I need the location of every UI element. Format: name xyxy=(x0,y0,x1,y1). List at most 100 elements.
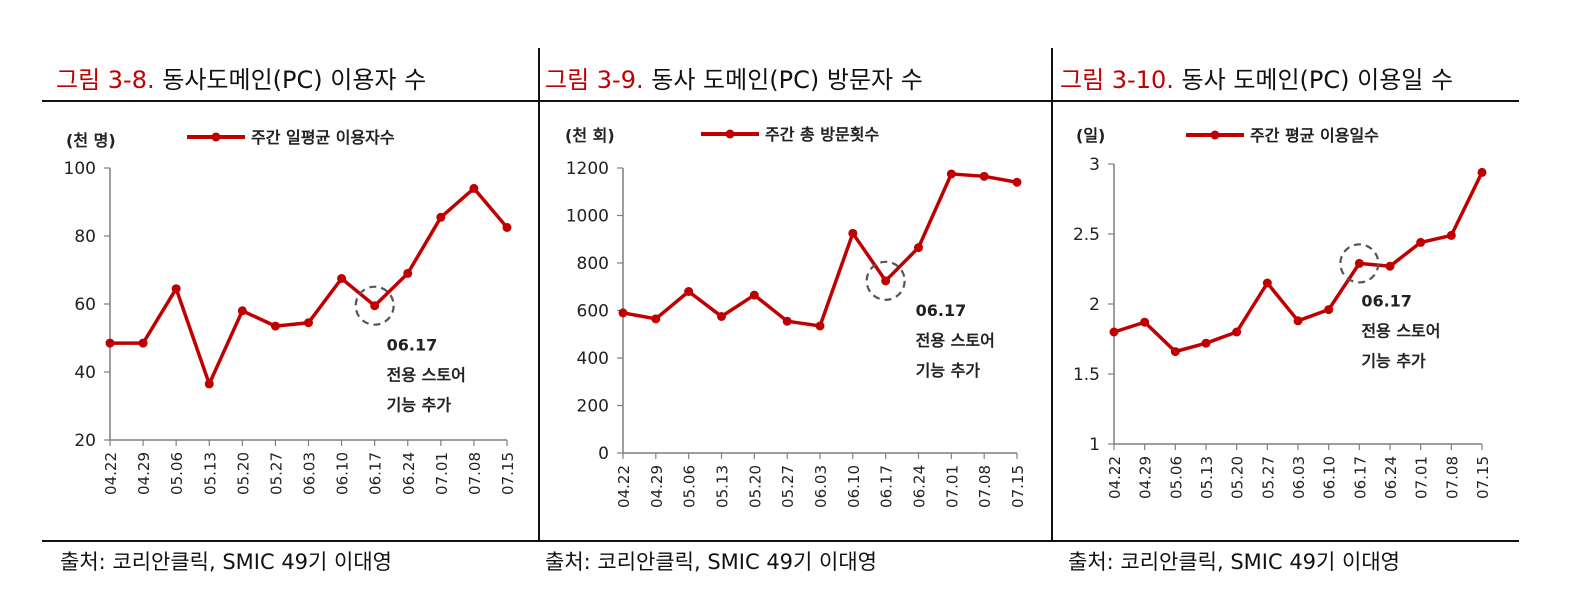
x-tick-label: 07.15 xyxy=(1009,465,1027,508)
data-point xyxy=(1232,327,1242,337)
data-point xyxy=(848,228,858,238)
data-point xyxy=(749,290,759,300)
y-tick-label: 400 xyxy=(577,349,609,369)
data-point xyxy=(1385,261,1395,271)
data-point xyxy=(370,301,380,311)
x-tick-label: 05.06 xyxy=(681,465,699,508)
annotation-text: 기능 추가 xyxy=(387,396,452,415)
x-tick-label: 04.29 xyxy=(135,452,153,495)
data-point xyxy=(1262,278,1272,288)
source-note-2: 출처: 코리안클릭, SMIC 49기 이대영 xyxy=(545,550,877,574)
x-tick-label: 06.03 xyxy=(812,465,830,508)
legend-label: 주간 총 방문횟수 xyxy=(765,125,879,144)
x-tick-label: 06.17 xyxy=(1351,456,1369,499)
x-tick-label: 06.24 xyxy=(1382,456,1400,499)
data-point xyxy=(403,268,413,278)
x-tick-label: 04.29 xyxy=(1137,456,1155,499)
figure-caption: 동사 도메인(PC) 이용일 수 xyxy=(1181,66,1454,94)
figure-title: 그림 3-9. 동사 도메인(PC) 방문자 수 xyxy=(545,60,923,95)
panel-divider-2 xyxy=(1051,48,1053,540)
data-point xyxy=(946,169,956,179)
data-point xyxy=(1446,230,1456,240)
x-tick-label: 07.01 xyxy=(943,465,961,508)
figure-caption: 동사도메인(PC) 이용자 수 xyxy=(162,66,427,94)
x-tick-label: 06.17 xyxy=(367,452,385,495)
x-tick-label: 06.03 xyxy=(1290,456,1308,499)
data-point xyxy=(1012,177,1022,187)
data-point xyxy=(105,338,115,348)
y-tick-label: 1.5 xyxy=(1073,365,1100,385)
x-tick-label: 06.17 xyxy=(878,465,896,508)
data-point xyxy=(1416,237,1426,247)
data-point xyxy=(914,243,923,253)
annotation-text: 06.17 xyxy=(387,336,438,355)
data-point xyxy=(1140,317,1150,327)
data-point xyxy=(436,212,446,222)
x-tick-label: 05.20 xyxy=(746,465,764,508)
figure-number: 그림 3-10. xyxy=(1060,66,1174,94)
data-point xyxy=(270,321,280,331)
series-line xyxy=(110,186,509,386)
x-tick-label: 04.22 xyxy=(102,452,120,495)
data-point xyxy=(1477,167,1487,177)
legend-label: 주간 일평균 이용자수 xyxy=(251,128,395,147)
data-point xyxy=(237,306,247,316)
x-tick-label: 05.20 xyxy=(234,452,252,495)
source-note-3: 출처: 코리안클릭, SMIC 49기 이대영 xyxy=(1068,550,1400,574)
figure-caption: 동사 도메인(PC) 방문자 수 xyxy=(651,66,923,94)
x-tick-label: 06.10 xyxy=(845,465,863,508)
x-tick-label: 07.08 xyxy=(976,465,994,508)
x-tick-label: 05.13 xyxy=(1198,456,1216,499)
annotation-text: 전용 스토어 xyxy=(387,366,466,385)
data-point xyxy=(337,274,347,283)
y-tick-label: 600 xyxy=(577,302,609,322)
data-point xyxy=(1354,258,1364,268)
figure-panel-3: 그림 3-10. 동사 도메인(PC) 이용일 수 1 1.5 2 2.5 3 04.22… xyxy=(1052,48,1519,540)
data-point xyxy=(502,223,512,232)
data-point xyxy=(782,316,792,326)
line-chart: 20 40 60 80 100 04.22 04.29 05.06 05.13 05.20 05.2… xyxy=(64,128,517,495)
x-tick-label: 06.10 xyxy=(334,452,352,495)
data-point xyxy=(979,171,989,181)
legend-swatch-marker xyxy=(1210,130,1220,140)
y-tick-label: 1200 xyxy=(566,159,609,179)
annotation-highlight-circle xyxy=(354,285,395,326)
data-point xyxy=(138,338,148,348)
figure-number: 그림 3-8. xyxy=(56,66,155,94)
figure-title: 그림 3-8. 동사도메인(PC) 이용자 수 xyxy=(56,60,426,95)
y-tick-label: 2.5 xyxy=(1073,225,1100,245)
figure-number: 그림 3-9. xyxy=(545,66,644,94)
annotation-text: 06.17 xyxy=(1361,291,1412,310)
data-point xyxy=(1109,327,1119,337)
x-tick-label: 05.27 xyxy=(267,452,285,495)
data-point xyxy=(618,308,628,318)
x-tick-label: 07.01 xyxy=(1413,456,1431,499)
data-point xyxy=(1201,338,1211,348)
data-point xyxy=(881,276,891,286)
y-tick-label: 200 xyxy=(577,397,609,417)
annotation-text: 기능 추가 xyxy=(916,361,981,380)
unit-label: (일) xyxy=(1076,126,1105,145)
x-tick-label: 06.03 xyxy=(301,452,319,495)
panel-divider-1 xyxy=(538,48,540,540)
x-tick-label: 05.13 xyxy=(201,452,219,495)
x-tick-label: 07.15 xyxy=(499,452,517,495)
x-tick-label: 06.24 xyxy=(911,465,929,508)
x-tick-label: 05.20 xyxy=(1229,456,1247,499)
y-tick-label: 20 xyxy=(74,431,96,451)
figure-panel-2: 그림 3-9. 동사 도메인(PC) 방문자 수 0 200 400 600 800 10… xyxy=(539,48,1051,540)
unit-label: (천 회) xyxy=(565,126,615,145)
data-point xyxy=(1170,347,1180,357)
data-point xyxy=(651,314,661,324)
y-tick-label: 40 xyxy=(74,363,96,383)
x-tick-label: 04.29 xyxy=(648,465,666,508)
data-point xyxy=(204,379,214,389)
annotation-text: 전용 스토어 xyxy=(1361,321,1440,340)
x-tick-label: 07.15 xyxy=(1474,456,1492,499)
data-point xyxy=(1324,305,1334,315)
annotation-text: 전용 스토어 xyxy=(916,331,995,350)
data-point xyxy=(1293,316,1303,326)
x-tick-label: 05.27 xyxy=(779,465,797,508)
x-tick-label: 07.01 xyxy=(433,452,451,495)
x-tick-label: 07.08 xyxy=(1443,456,1461,499)
